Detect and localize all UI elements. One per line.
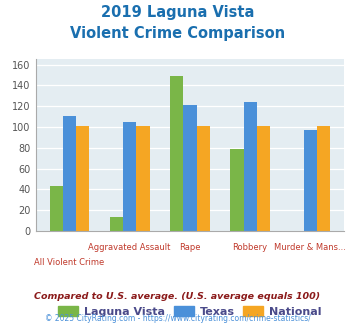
Text: Rape: Rape [179, 243, 201, 252]
Bar [317, 126, 330, 231]
Bar [76, 126, 89, 231]
Text: Robbery: Robbery [233, 243, 268, 252]
Bar [136, 126, 149, 231]
Bar [50, 186, 63, 231]
Text: © 2025 CityRating.com - https://www.cityrating.com/crime-statistics/: © 2025 CityRating.com - https://www.city… [45, 314, 310, 323]
Bar [197, 126, 210, 231]
Text: Compared to U.S. average. (U.S. average equals 100): Compared to U.S. average. (U.S. average … [34, 292, 321, 301]
Text: Aggravated Assault: Aggravated Assault [88, 243, 171, 252]
Bar [304, 130, 317, 231]
Bar [63, 115, 76, 231]
Bar [183, 105, 197, 231]
Legend: Laguna Vista, Texas, National: Laguna Vista, Texas, National [54, 302, 326, 321]
Text: Violent Crime Comparison: Violent Crime Comparison [70, 26, 285, 41]
Bar [123, 122, 136, 231]
Bar [257, 126, 270, 231]
Bar [110, 217, 123, 231]
Bar [170, 76, 183, 231]
Text: Murder & Mans...: Murder & Mans... [274, 243, 346, 252]
Text: All Violent Crime: All Violent Crime [34, 258, 104, 267]
Text: 2019 Laguna Vista: 2019 Laguna Vista [101, 5, 254, 20]
Bar [244, 102, 257, 231]
Bar [230, 149, 244, 231]
